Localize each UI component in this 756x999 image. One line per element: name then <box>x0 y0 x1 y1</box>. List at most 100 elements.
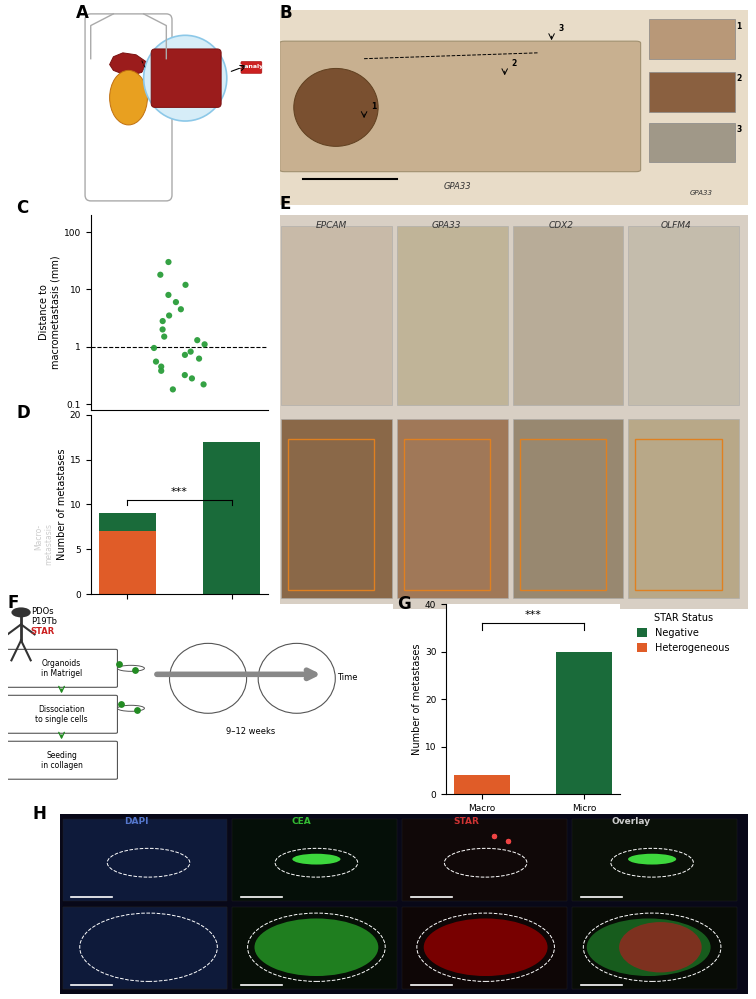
FancyBboxPatch shape <box>63 907 227 989</box>
Text: E: E <box>280 195 291 213</box>
Y-axis label: Distance to
macrometastasis (mm): Distance to macrometastasis (mm) <box>39 256 61 369</box>
Y-axis label: Number of metastases: Number of metastases <box>57 449 67 560</box>
Ellipse shape <box>587 918 711 976</box>
Text: 2: 2 <box>736 74 742 83</box>
Bar <box>203 442 260 594</box>
FancyBboxPatch shape <box>397 226 507 405</box>
Point <box>179 277 191 293</box>
Point <box>502 833 514 849</box>
FancyBboxPatch shape <box>5 741 117 779</box>
FancyBboxPatch shape <box>232 907 397 989</box>
Text: CEA: CEA <box>291 817 311 826</box>
Point <box>178 367 191 383</box>
Point <box>199 337 211 353</box>
Ellipse shape <box>255 918 378 976</box>
Text: STAR: STAR <box>31 627 55 636</box>
Point <box>193 351 205 367</box>
Text: GPA33: GPA33 <box>690 190 713 196</box>
Text: G: G <box>398 594 411 613</box>
FancyBboxPatch shape <box>397 420 507 598</box>
Text: IHC analysis: IHC analysis <box>230 64 273 69</box>
Text: 1: 1 <box>371 102 376 111</box>
FancyBboxPatch shape <box>572 819 737 901</box>
Text: 1: 1 <box>736 22 742 31</box>
Point <box>154 267 166 283</box>
Circle shape <box>144 35 227 121</box>
Text: ***: *** <box>171 488 188 498</box>
Bar <box>99 513 156 531</box>
Point <box>502 833 514 849</box>
Point <box>184 344 197 360</box>
Point <box>156 322 169 338</box>
Text: GPA33: GPA33 <box>432 221 461 230</box>
Bar <box>556 651 612 794</box>
Point <box>148 340 160 356</box>
Text: B: B <box>280 4 293 22</box>
Point <box>113 656 125 672</box>
Bar <box>454 775 510 794</box>
Ellipse shape <box>294 68 378 146</box>
Legend: Negative, Heterogeneous: Negative, Heterogeneous <box>282 420 382 467</box>
FancyBboxPatch shape <box>628 420 739 598</box>
Point <box>191 333 203 349</box>
Text: Organoids
in Matrigel: Organoids in Matrigel <box>41 658 82 678</box>
FancyBboxPatch shape <box>402 819 567 901</box>
Ellipse shape <box>423 918 547 976</box>
Text: Time: Time <box>336 673 357 682</box>
Text: GPA33: GPA33 <box>444 182 472 191</box>
Text: 2: 2 <box>512 60 517 69</box>
FancyBboxPatch shape <box>232 819 397 901</box>
Point <box>158 329 170 345</box>
Point <box>155 363 167 379</box>
Text: Dissociation
to single cells: Dissociation to single cells <box>36 704 88 724</box>
Point <box>175 302 187 318</box>
FancyBboxPatch shape <box>5 695 117 733</box>
Text: Seeding
in collagen: Seeding in collagen <box>41 750 82 770</box>
X-axis label: Size of lesion: Size of lesion <box>501 816 565 826</box>
Circle shape <box>11 607 31 617</box>
Text: D: D <box>16 404 29 422</box>
Text: A: A <box>76 4 88 22</box>
FancyBboxPatch shape <box>572 907 737 989</box>
Text: OLFM4: OLFM4 <box>661 221 691 230</box>
FancyBboxPatch shape <box>402 907 567 989</box>
Point <box>131 702 143 718</box>
FancyBboxPatch shape <box>63 819 227 901</box>
Point <box>115 696 127 712</box>
Legend: Negative, Heterogeneous: Negative, Heterogeneous <box>634 609 733 656</box>
Text: 3: 3 <box>736 125 742 134</box>
Ellipse shape <box>293 854 340 864</box>
Text: EPCAM: EPCAM <box>316 221 347 230</box>
Point <box>156 313 169 329</box>
Text: 3: 3 <box>559 24 564 33</box>
FancyBboxPatch shape <box>628 226 739 405</box>
Text: STAR: STAR <box>454 817 479 826</box>
Ellipse shape <box>628 854 676 864</box>
Text: F: F <box>8 594 19 612</box>
FancyBboxPatch shape <box>5 649 117 687</box>
Ellipse shape <box>110 70 147 125</box>
FancyBboxPatch shape <box>281 226 392 405</box>
Point <box>170 294 182 310</box>
FancyBboxPatch shape <box>649 72 736 112</box>
Text: CDX2: CDX2 <box>548 221 574 230</box>
FancyBboxPatch shape <box>513 226 623 405</box>
Point <box>129 662 141 678</box>
Ellipse shape <box>619 922 702 972</box>
Text: C: C <box>16 199 29 217</box>
Bar <box>99 531 156 594</box>
FancyBboxPatch shape <box>649 19 736 59</box>
FancyBboxPatch shape <box>241 62 262 73</box>
FancyBboxPatch shape <box>280 41 640 172</box>
Text: H: H <box>33 805 47 823</box>
Text: DAPI: DAPI <box>124 817 148 826</box>
Text: P19Tb: P19Tb <box>31 617 57 626</box>
FancyBboxPatch shape <box>151 49 221 107</box>
Point <box>163 287 175 303</box>
Point <box>150 354 162 370</box>
Text: Overlay: Overlay <box>612 817 651 826</box>
FancyBboxPatch shape <box>649 123 736 162</box>
Text: Macro-
metastasis: Macro- metastasis <box>34 523 54 565</box>
Point <box>163 308 175 324</box>
Point <box>155 359 167 375</box>
